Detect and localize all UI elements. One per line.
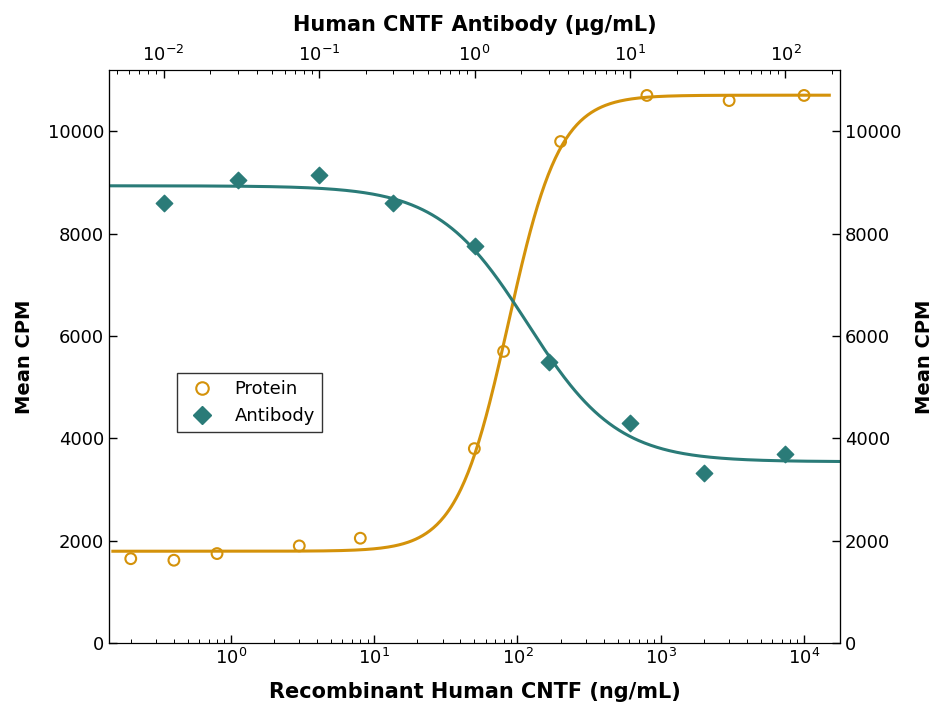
Protein <box>210 548 225 559</box>
Protein <box>291 540 307 551</box>
Protein <box>640 90 655 101</box>
Protein <box>123 553 139 564</box>
Protein <box>721 95 736 106</box>
Antibody <box>623 417 638 429</box>
Antibody <box>697 467 712 479</box>
X-axis label: Recombinant Human CNTF (ng/mL): Recombinant Human CNTF (ng/mL) <box>269 682 680 702</box>
Y-axis label: Mean CPM: Mean CPM <box>915 299 934 414</box>
Antibody <box>231 174 246 186</box>
Y-axis label: Mean CPM: Mean CPM <box>15 299 34 414</box>
Protein <box>496 346 512 357</box>
Protein <box>553 136 568 147</box>
Protein <box>353 533 368 544</box>
X-axis label: Human CNTF Antibody (μg/mL): Human CNTF Antibody (μg/mL) <box>292 15 657 35</box>
Legend: Protein, Antibody: Protein, Antibody <box>177 373 322 432</box>
Antibody <box>311 169 326 181</box>
Antibody <box>778 448 793 460</box>
Protein <box>796 90 811 101</box>
Protein <box>467 443 482 455</box>
Protein <box>166 554 181 566</box>
Antibody <box>467 241 482 252</box>
Antibody <box>541 356 556 367</box>
Antibody <box>156 197 171 209</box>
Antibody <box>385 197 400 209</box>
